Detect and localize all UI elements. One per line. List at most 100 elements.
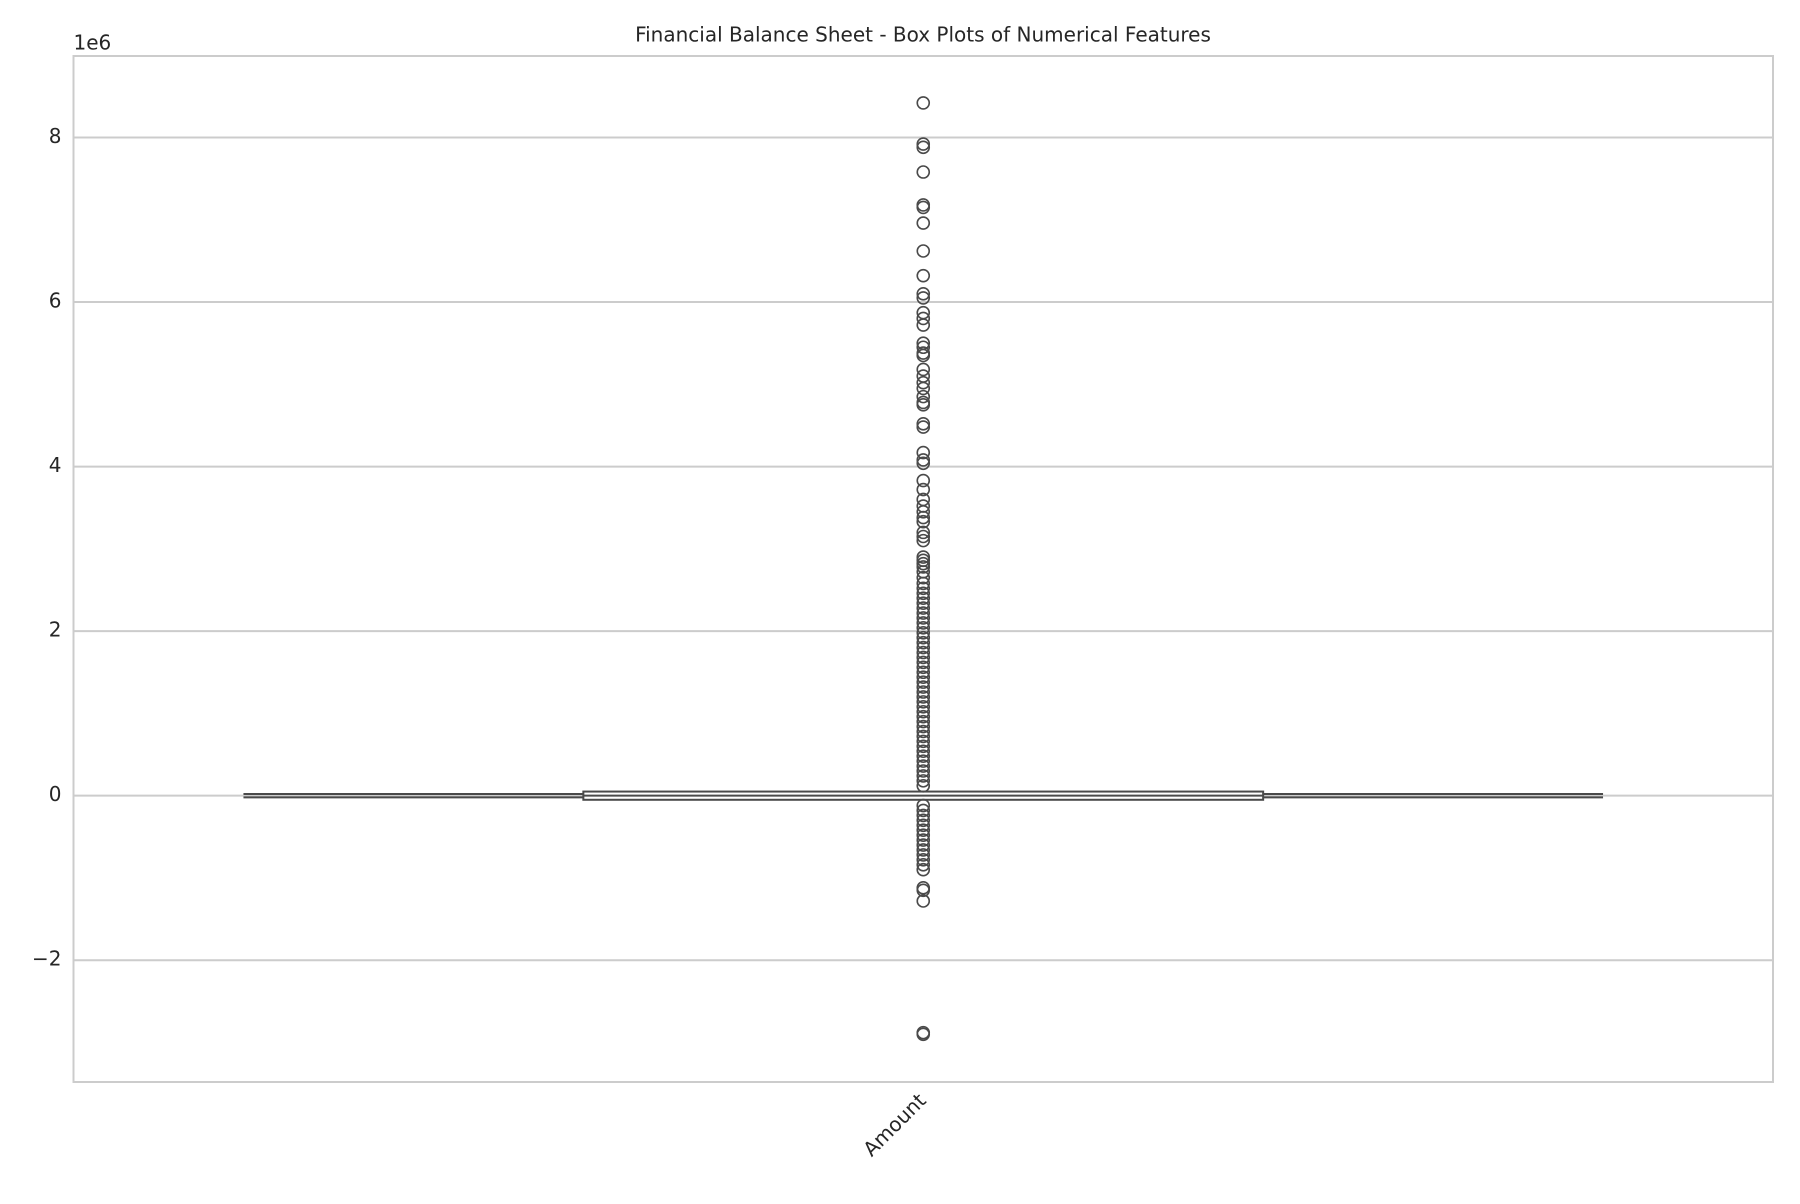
plot-area — [243, 96, 1604, 1042]
outlier — [916, 525, 931, 540]
outlier — [916, 685, 931, 699]
outlier — [916, 570, 931, 585]
outlier — [916, 362, 931, 377]
outlier — [916, 268, 931, 283]
outlier — [916, 813, 931, 828]
y-tick-label: 4 — [49, 453, 62, 477]
outlier — [916, 560, 931, 574]
outlier — [916, 200, 931, 215]
outlier — [916, 381, 931, 396]
outlier — [916, 862, 931, 877]
outlier — [916, 348, 931, 363]
outlier — [916, 389, 931, 404]
outlier — [916, 601, 931, 615]
outlier — [916, 828, 931, 842]
outlier — [916, 137, 931, 151]
outlier — [916, 660, 931, 675]
outlier — [916, 734, 931, 749]
outlier — [916, 375, 931, 390]
outlier — [916, 482, 931, 497]
outlier — [916, 675, 931, 689]
outlier — [916, 704, 931, 719]
outlier — [916, 749, 931, 763]
outlier — [916, 729, 931, 744]
outlier — [916, 420, 931, 434]
outlier — [916, 550, 931, 564]
outlier — [916, 581, 931, 596]
outlier — [916, 514, 931, 529]
outlier — [916, 744, 931, 759]
outlier — [916, 695, 931, 709]
outlier — [916, 140, 931, 155]
outlier — [916, 803, 931, 818]
outlier — [916, 165, 931, 179]
outlier — [916, 1027, 931, 1042]
outlier — [916, 838, 931, 852]
outlier — [916, 96, 931, 110]
outlier — [916, 833, 931, 847]
axis-offset-label: 1e6 — [74, 31, 112, 55]
y-tick-label: 6 — [49, 289, 62, 313]
outlier — [916, 216, 931, 230]
outlier — [916, 505, 931, 519]
outlier — [916, 311, 931, 326]
outlier — [916, 894, 931, 908]
outlier — [916, 719, 931, 734]
outlier — [916, 774, 931, 788]
outlier — [916, 635, 931, 650]
outlier — [916, 769, 931, 783]
y-tick-label: 2 — [49, 618, 62, 642]
y-tick-label: 0 — [49, 782, 62, 806]
outlier — [916, 616, 931, 630]
outlier — [916, 244, 931, 258]
outlier — [916, 798, 931, 813]
outlier — [916, 473, 931, 488]
outlier — [916, 340, 931, 355]
outlier — [916, 808, 931, 823]
outlier — [916, 621, 931, 635]
outlier — [916, 625, 931, 640]
outlier — [916, 739, 931, 754]
outlier — [916, 655, 931, 670]
outlier — [916, 318, 931, 332]
outlier — [916, 650, 931, 665]
outlier — [916, 724, 931, 739]
outlier — [916, 291, 931, 305]
outlier — [916, 596, 931, 610]
outlier — [916, 843, 931, 857]
outlier — [916, 709, 931, 724]
outlier — [916, 853, 931, 867]
x-tick-label: Amount — [858, 1088, 931, 1161]
outlier — [916, 670, 931, 684]
outlier — [916, 398, 931, 412]
outlier — [916, 529, 931, 544]
outlier — [916, 759, 931, 773]
y-tick-label: −2 — [32, 947, 61, 971]
outlier — [916, 690, 931, 704]
outlier — [916, 848, 931, 862]
chart-title: Financial Balance Sheet - Box Plots of N… — [635, 23, 1211, 47]
outlier — [916, 680, 931, 694]
outlier — [916, 416, 931, 431]
outlier — [916, 533, 931, 548]
outlier — [916, 857, 931, 872]
outlier — [916, 823, 931, 838]
outlier — [916, 606, 931, 620]
outlier — [916, 818, 931, 833]
outlier — [916, 640, 931, 655]
outlier — [916, 754, 931, 768]
outlier — [916, 645, 931, 660]
outlier — [916, 764, 931, 778]
y-tick-label: 8 — [49, 124, 62, 148]
outlier — [916, 630, 931, 645]
outlier — [916, 611, 931, 625]
outlier — [916, 700, 931, 714]
outlier — [916, 445, 931, 460]
outlier — [916, 665, 931, 680]
outlier — [916, 456, 931, 471]
outlier — [916, 779, 931, 793]
outlier — [916, 586, 931, 601]
outlier — [916, 556, 931, 571]
